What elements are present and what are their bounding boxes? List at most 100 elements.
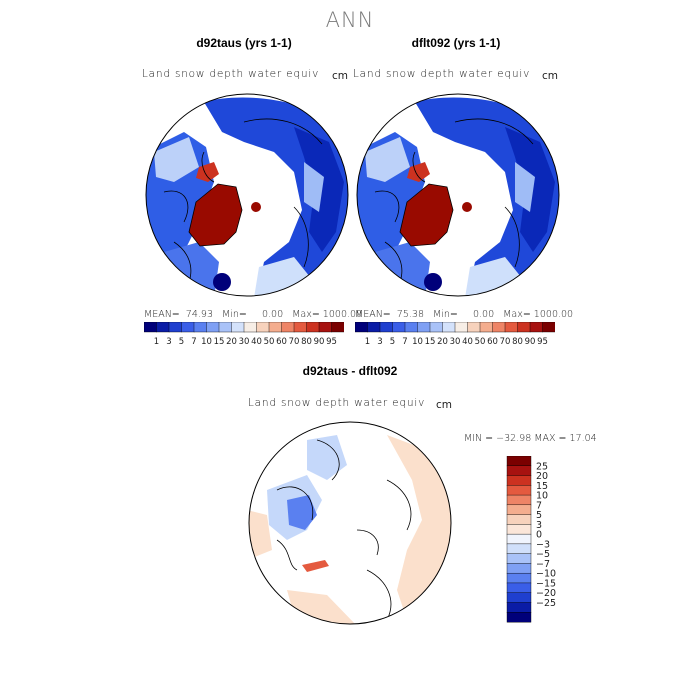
panel2-svalbard <box>462 202 472 212</box>
panel1-variable-label: Land snow depth water equiv <box>142 68 320 80</box>
panel1-colorbar-swatch-0 <box>144 322 158 333</box>
panel2-colorbar-tick-label: 40 <box>462 337 473 346</box>
panel2-colorbar-tick-label: 20 <box>437 337 448 346</box>
panel2-colorbar-swatch-6 <box>429 322 444 333</box>
panel1-colorbar-swatch-8 <box>243 322 258 333</box>
diff-colorbar-swatch-4 <box>506 494 532 506</box>
diff-colorbar-swatch-6 <box>506 514 532 525</box>
diff-colorbar-tick-label: −25 <box>536 598 556 609</box>
diff-colorbar-tick-label: −15 <box>536 578 556 589</box>
panel1-units-label: cm <box>332 70 349 82</box>
diff-colorbar-swatch-7 <box>506 524 532 535</box>
diff-strong-negative-streak <box>302 560 329 572</box>
panel1-title: d92taus (yrs 1-1) <box>196 36 292 50</box>
panel2-colorbar-tick-label: 10 <box>412 337 423 346</box>
diff-units-label: cm <box>436 399 453 411</box>
panel2-colorbar-swatch-8 <box>454 322 469 333</box>
panel2-colorbar: 1 3 5 7 10 15 20 30 40 50 60 70 80 90 95 <box>355 322 555 346</box>
panel1-colorbar-tick-label: 20 <box>226 337 237 346</box>
diff-colorbar-swatch-3 <box>506 485 532 496</box>
panel1-map <box>145 93 349 297</box>
panel1-colorbar-tick-label: 7 <box>191 337 196 346</box>
panel1-greenland-edge <box>188 183 243 247</box>
panel2-colorbar-tick-label: 30 <box>450 337 461 346</box>
panel1-colorbar-swatch-3 <box>181 322 195 333</box>
panel2-colorbar-tick-label: 1 <box>365 337 370 346</box>
panel2-colorbar-ticks: 1 3 5 7 10 15 20 30 40 50 60 70 80 90 95 <box>365 337 548 346</box>
diff-minmax: MIN = −32.98 MAX = 17.04 <box>464 433 597 444</box>
diff-colorbar-swatch-15 <box>506 602 532 613</box>
panel1-arctic-islands <box>196 162 219 182</box>
panel1-colorbar-tick-label: 40 <box>251 337 262 346</box>
panel1-colorbar-swatch-15 <box>331 322 344 333</box>
panel2-colorbar-tick-label: 60 <box>487 337 498 346</box>
diff-colorbar-tick-label: 20 <box>536 471 548 482</box>
panel2-colorbar-swatch-1 <box>367 322 381 333</box>
panel2-colorbar-swatches <box>355 322 555 333</box>
panel1-colorbar-swatch-10 <box>268 322 283 333</box>
panel1-snow-shallow-east <box>304 162 324 212</box>
diff-colorbar-tick-label: 0 <box>536 530 542 541</box>
panel2-colorbar-swatch-10 <box>479 322 494 333</box>
diff-negative-north <box>307 435 347 480</box>
diff-negative-core <box>287 495 317 530</box>
diff-colorbar-tick-label: −5 <box>536 549 550 560</box>
diff-colorbar-tick-label: −3 <box>536 539 550 550</box>
panel1-snow-shallow-west <box>154 137 199 182</box>
diff-colorbar-tick-label: 5 <box>536 510 542 521</box>
panel1-coast-eurasia <box>163 118 323 283</box>
panel2-greenland <box>400 184 453 246</box>
diff-positive-east <box>387 435 451 620</box>
panel2-title: dflt092 (yrs 1-1) <box>411 36 501 50</box>
panel2-colorbar-swatch-3 <box>392 322 406 333</box>
panel2-units-label: cm <box>542 70 559 82</box>
panel1-colorbar-swatch-12 <box>293 322 308 333</box>
panel2-variable-label: Land snow depth water equiv <box>353 68 531 80</box>
panel1-colorbar: 1 3 5 7 10 15 20 30 40 50 60 70 80 90 95 <box>144 322 344 346</box>
panel1-colorbar-swatch-7 <box>231 322 245 333</box>
diff-colorbar-swatch-9 <box>506 543 532 555</box>
panel1-colorbar-ticks: 1 3 5 7 10 15 20 30 40 50 60 70 80 90 95 <box>154 337 337 346</box>
panel2-greenland-edge <box>399 183 454 247</box>
diff-positive-west <box>249 510 272 560</box>
diff-colorbar-swatch-11 <box>506 563 532 574</box>
panel2-colorbar-swatch-0 <box>355 322 369 333</box>
panel1-colorbar-swatch-14 <box>318 322 333 333</box>
panel2-colorbar-swatch-7 <box>442 322 456 333</box>
panel2-colorbar-swatch-9 <box>467 322 481 333</box>
panel2-colorbar-tick-label: 7 <box>402 337 407 346</box>
panel2-colorbar-tick-label: 3 <box>377 337 382 346</box>
diff-colorbar-tick-label: 7 <box>536 500 542 511</box>
panel1-colorbar-swatch-1 <box>156 322 170 333</box>
panel1-colorbar-swatch-9 <box>256 322 270 333</box>
panel1-stats: MEAN= 74.93 Min= 0.00 Max= 1000.00 <box>144 309 363 320</box>
panel1-colorbar-tick-label: 90 <box>314 337 325 346</box>
panel2-alaska-deep <box>424 273 442 291</box>
panel2-colorbar-swatch-11 <box>492 322 506 333</box>
diff-colorbar-tick-label: 3 <box>536 520 542 531</box>
panel1-colorbar-tick-label: 60 <box>276 337 287 346</box>
panel2-colorbar-tick-label: 15 <box>425 337 436 346</box>
diff-colorbar-swatch-16 <box>506 612 532 623</box>
diff-colorbar-swatch-2 <box>506 475 532 486</box>
panel1-colorbar-tick-label: 5 <box>179 337 184 346</box>
panel2-colorbar-swatch-14 <box>529 322 544 333</box>
panel2-map <box>356 93 560 297</box>
panel2-colorbar-tick-label: 50 <box>475 337 486 346</box>
panel1-colorbar-tick-label: 10 <box>201 337 212 346</box>
diff-colorbar-swatch-13 <box>506 582 532 594</box>
panel2-colorbar-swatch-4 <box>404 322 419 333</box>
panel2-colorbar-tick-label: 70 <box>500 337 511 346</box>
panel1-colorbar-swatch-13 <box>306 322 320 333</box>
panel1-colorbar-swatch-5 <box>206 322 220 333</box>
diff-colorbar-swatch-5 <box>506 504 532 515</box>
panel2-colorbar-swatch-15 <box>542 322 555 333</box>
panel1-greenland <box>189 184 242 246</box>
panel2-colorbar-tick-label: 90 <box>525 337 536 346</box>
panel2-colorbar-swatch-12 <box>504 322 519 333</box>
panel1-map-border <box>145 93 349 297</box>
panel2-colorbar-swatch-5 <box>417 322 431 333</box>
diff-map-border <box>248 421 452 625</box>
